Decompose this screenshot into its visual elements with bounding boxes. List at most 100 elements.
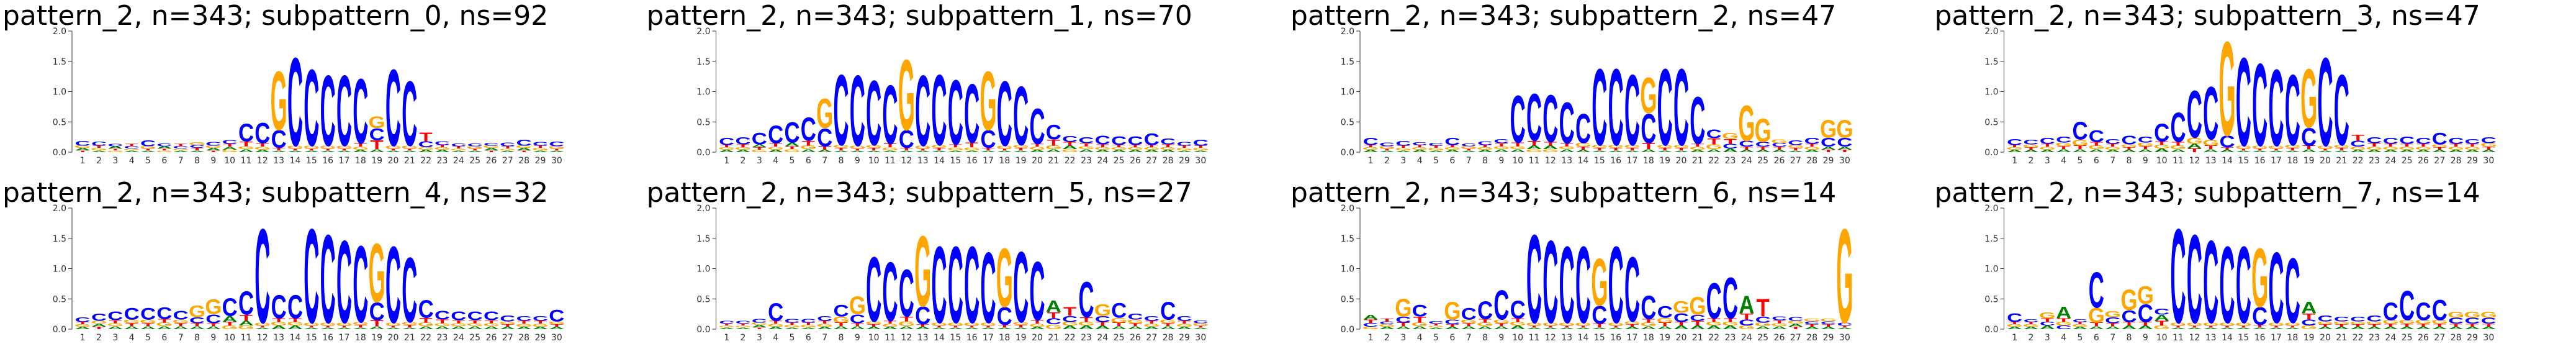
letter: T bbox=[769, 142, 783, 148]
letter: T bbox=[240, 313, 253, 322]
letter: G bbox=[320, 322, 336, 327]
letter: C bbox=[2481, 135, 2497, 145]
letter: C bbox=[1542, 216, 1558, 347]
x-tick-label: 3 bbox=[757, 156, 762, 166]
letter: C bbox=[205, 312, 221, 326]
letter: A bbox=[931, 327, 947, 330]
letter: G bbox=[996, 145, 1013, 150]
letter: A bbox=[2285, 150, 2300, 153]
y-tick-label: 1.0 bbox=[1984, 265, 1998, 275]
letter: T bbox=[518, 150, 531, 153]
x-tick-label: 19 bbox=[371, 156, 382, 166]
letter: C bbox=[2138, 135, 2153, 144]
letter: G bbox=[2398, 319, 2415, 325]
letter: T bbox=[2416, 143, 2430, 148]
letter: G bbox=[2153, 325, 2170, 330]
letter: G bbox=[1820, 317, 1837, 322]
x-tick-label: 11 bbox=[1529, 333, 1540, 343]
letter: T bbox=[2106, 322, 2120, 327]
letter: C bbox=[1144, 315, 1160, 322]
letter: T bbox=[2220, 147, 2233, 150]
x-tick-label: 14 bbox=[1578, 156, 1589, 166]
letter: A bbox=[997, 150, 1012, 153]
letter: C bbox=[1111, 299, 1127, 323]
letter: A bbox=[2121, 149, 2137, 153]
letter: T bbox=[550, 324, 563, 327]
letter: T bbox=[125, 143, 138, 147]
letter: G bbox=[156, 150, 173, 153]
letter: C bbox=[91, 311, 107, 323]
x-tick-label: 20 bbox=[1032, 156, 1043, 166]
letter: G bbox=[2071, 324, 2088, 327]
letter: G bbox=[418, 147, 435, 150]
letter: G bbox=[718, 147, 735, 150]
letter: G bbox=[800, 324, 817, 328]
letter: A bbox=[418, 325, 434, 330]
letter: G bbox=[91, 147, 107, 151]
letter: T bbox=[2237, 148, 2250, 151]
x-tick-label: 13 bbox=[917, 156, 929, 166]
x-tick-label: 18 bbox=[355, 333, 366, 343]
letter: T bbox=[1626, 324, 1639, 327]
x-tick-label: 6 bbox=[2094, 333, 2099, 343]
letter: T bbox=[2449, 323, 2463, 328]
letter: A bbox=[435, 325, 450, 330]
letter: G bbox=[865, 320, 882, 325]
x-tick-label: 9 bbox=[1498, 333, 1504, 343]
letter: T bbox=[1430, 324, 1443, 326]
letter: C bbox=[1673, 46, 1689, 168]
letter: C bbox=[2317, 31, 2333, 172]
x-tick-label: 20 bbox=[1676, 156, 1687, 166]
letter: G bbox=[1094, 147, 1111, 150]
letter: G bbox=[173, 148, 189, 151]
letter: G bbox=[2055, 321, 2072, 327]
letter: G bbox=[1045, 145, 1062, 150]
letter: C bbox=[156, 304, 172, 322]
letter: G bbox=[1706, 143, 1723, 151]
logo-panel: pattern_2, n=343; subpattern_5, ns=27 0.0… bbox=[647, 177, 1209, 346]
letter: C bbox=[2154, 307, 2169, 316]
letter: C bbox=[735, 320, 750, 325]
letter: A bbox=[2334, 326, 2349, 330]
letter: A bbox=[75, 326, 91, 330]
letter: T bbox=[1178, 320, 1191, 325]
letter: C bbox=[320, 208, 336, 349]
x-tick-label: 24 bbox=[453, 156, 464, 166]
letter: G bbox=[2464, 310, 2480, 319]
letter: A bbox=[2236, 150, 2251, 153]
letter: G bbox=[205, 296, 222, 319]
x-tick-label: 22 bbox=[1708, 333, 1719, 343]
letter: G bbox=[2039, 146, 2056, 151]
x-tick-label: 12 bbox=[257, 156, 268, 166]
letter: T bbox=[1462, 148, 1475, 151]
letter: G bbox=[1657, 144, 1673, 149]
letter: A bbox=[1144, 326, 1160, 330]
letter: C bbox=[1788, 139, 1803, 147]
letter: A bbox=[2138, 325, 2153, 330]
x-tick-label: 14 bbox=[2222, 156, 2233, 166]
letter: T bbox=[1479, 144, 1492, 148]
letter: A bbox=[271, 150, 287, 153]
letter: C bbox=[1046, 121, 1061, 145]
letter: T bbox=[1822, 324, 1835, 327]
letter: C bbox=[2252, 39, 2268, 170]
letter: G bbox=[1143, 323, 1160, 328]
letter: T bbox=[338, 148, 351, 151]
letter: A bbox=[1363, 314, 1379, 321]
y-tick-label: 2.0 bbox=[53, 204, 66, 214]
letter: G bbox=[548, 145, 565, 149]
letter: T bbox=[2171, 325, 2184, 328]
letter: C bbox=[1363, 322, 1379, 328]
y-tick-label: 1.0 bbox=[53, 265, 66, 275]
letter: T bbox=[802, 322, 815, 325]
letter: T bbox=[2269, 325, 2282, 328]
letter: A bbox=[1095, 149, 1110, 153]
x-tick-label: 22 bbox=[420, 333, 431, 343]
letter: T bbox=[92, 326, 106, 330]
x-tick-label: 29 bbox=[1179, 156, 1190, 166]
x-tick-label: 7 bbox=[822, 156, 827, 166]
letter: T bbox=[387, 148, 400, 151]
letter: T bbox=[1079, 142, 1093, 147]
letter: T bbox=[2302, 312, 2315, 321]
